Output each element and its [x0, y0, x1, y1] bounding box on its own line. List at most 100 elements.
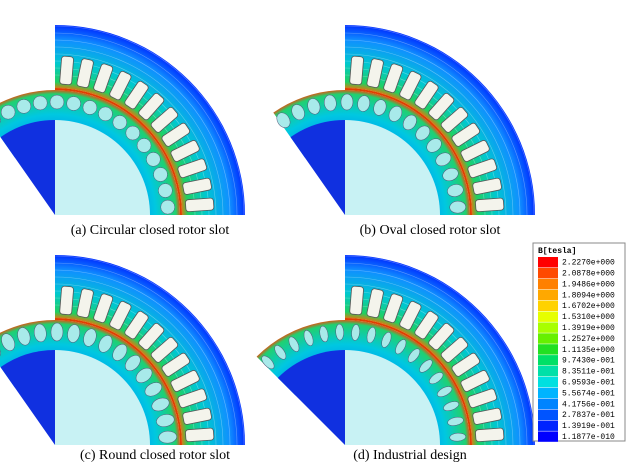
flux-line [344, 53, 507, 216]
stator-slot [150, 106, 179, 133]
legend-label: 2.0878e+000 [562, 270, 615, 279]
rotor-bar [291, 104, 305, 121]
legend-swatch [538, 376, 558, 388]
stator-slot [428, 322, 455, 351]
legend-swatch [538, 300, 558, 311]
legend-label: 1.9486e+000 [562, 280, 615, 289]
legend-title: B[tesla] [538, 247, 576, 256]
stator-slot [460, 140, 490, 162]
stator-slot [76, 58, 94, 88]
flux-plot [0, 25, 245, 216]
flux-line [54, 46, 224, 216]
stator-slot [475, 427, 505, 443]
stator-slot [93, 293, 114, 324]
stator-slot [124, 310, 149, 340]
rotor-bar [340, 93, 354, 111]
rotor-bar [429, 372, 444, 385]
stator-slot [472, 407, 502, 425]
flux-plot [256, 255, 535, 446]
legend-label: 1.6702e+000 [562, 302, 615, 311]
shaft [0, 350, 55, 445]
rotor-bar [449, 200, 466, 214]
shaft [55, 350, 150, 445]
rotor-bar [67, 324, 81, 343]
flux-line [344, 283, 507, 446]
flux-line [344, 25, 535, 216]
rotor-bar [437, 386, 453, 398]
shaft [55, 120, 150, 215]
legend-swatch [538, 355, 558, 366]
rotor-bar [447, 184, 464, 197]
rotor-bar [1, 333, 16, 351]
legend-swatch [538, 431, 558, 442]
rotor-bar [112, 344, 128, 361]
rotor-bar [83, 328, 97, 347]
rotor-bar [50, 322, 64, 342]
rotor-bar [449, 432, 466, 442]
legend-label: 4.1756e-001 [562, 400, 615, 409]
flux-line [54, 276, 224, 446]
rotor-bar [419, 359, 433, 373]
flux-line [54, 39, 231, 216]
stator-slot [366, 58, 384, 88]
legend-swatch [538, 420, 558, 431]
stator-slot [109, 71, 132, 101]
rotor-bar [288, 336, 300, 352]
flux-line [54, 53, 217, 216]
stator-slot [170, 370, 200, 392]
rotor-bar [66, 96, 81, 111]
stator-slot [161, 122, 190, 147]
flux-line [54, 25, 245, 216]
rotor-bar [156, 414, 175, 427]
stator-slot [414, 310, 439, 340]
rotor-bar [442, 167, 459, 182]
stator-slot [428, 92, 455, 121]
stator-slot [440, 336, 469, 363]
shaft [277, 350, 345, 445]
caption: (d) Industrial design [353, 448, 467, 463]
stator-slot [383, 63, 404, 94]
rotor-bar [381, 332, 392, 348]
stator-slot [93, 63, 114, 94]
legend-label: 2.7837e-001 [562, 411, 615, 420]
rotor-bar [373, 99, 387, 116]
flux-line [54, 32, 238, 216]
legend-swatch [538, 267, 558, 279]
legend-label: 5.5674e-001 [562, 389, 615, 398]
rotor-bar [319, 325, 329, 343]
stator-slot [349, 285, 364, 316]
rotor-bar [388, 105, 403, 122]
stator-slot [76, 288, 94, 318]
rotor-bar [158, 183, 173, 198]
stator-slot [399, 301, 422, 331]
stator-slot [414, 80, 439, 110]
rotor-bar [49, 94, 65, 110]
flux-line [54, 283, 217, 446]
rotor-bar [447, 416, 464, 426]
legend-label: 8.3511e-001 [562, 368, 615, 377]
stator-slot [185, 197, 215, 213]
legend-label: 6.9593e-001 [562, 379, 615, 388]
legend-swatch [538, 387, 558, 399]
rotor-bar [124, 355, 141, 372]
stator-slot [399, 71, 422, 101]
caption: (b) Oval closed rotor slot [360, 223, 501, 238]
stator-slot [440, 106, 469, 133]
rotor-bar [153, 167, 168, 182]
stator-slot [349, 55, 364, 86]
stator-slot [177, 158, 208, 179]
rotor-bar [335, 323, 344, 341]
rotor-bar [323, 94, 337, 112]
flux-line [344, 276, 514, 446]
legend-swatch [538, 322, 558, 333]
rotor-bar [426, 138, 442, 153]
stator-slot [109, 301, 132, 331]
legend-label: 1.2527e+000 [562, 335, 615, 344]
stator-slot [161, 352, 190, 377]
stator-slot [472, 177, 502, 195]
rotor-bar [160, 199, 175, 215]
flux-plot [0, 255, 245, 446]
flux-line [54, 262, 238, 446]
rotor-bar [357, 95, 370, 112]
